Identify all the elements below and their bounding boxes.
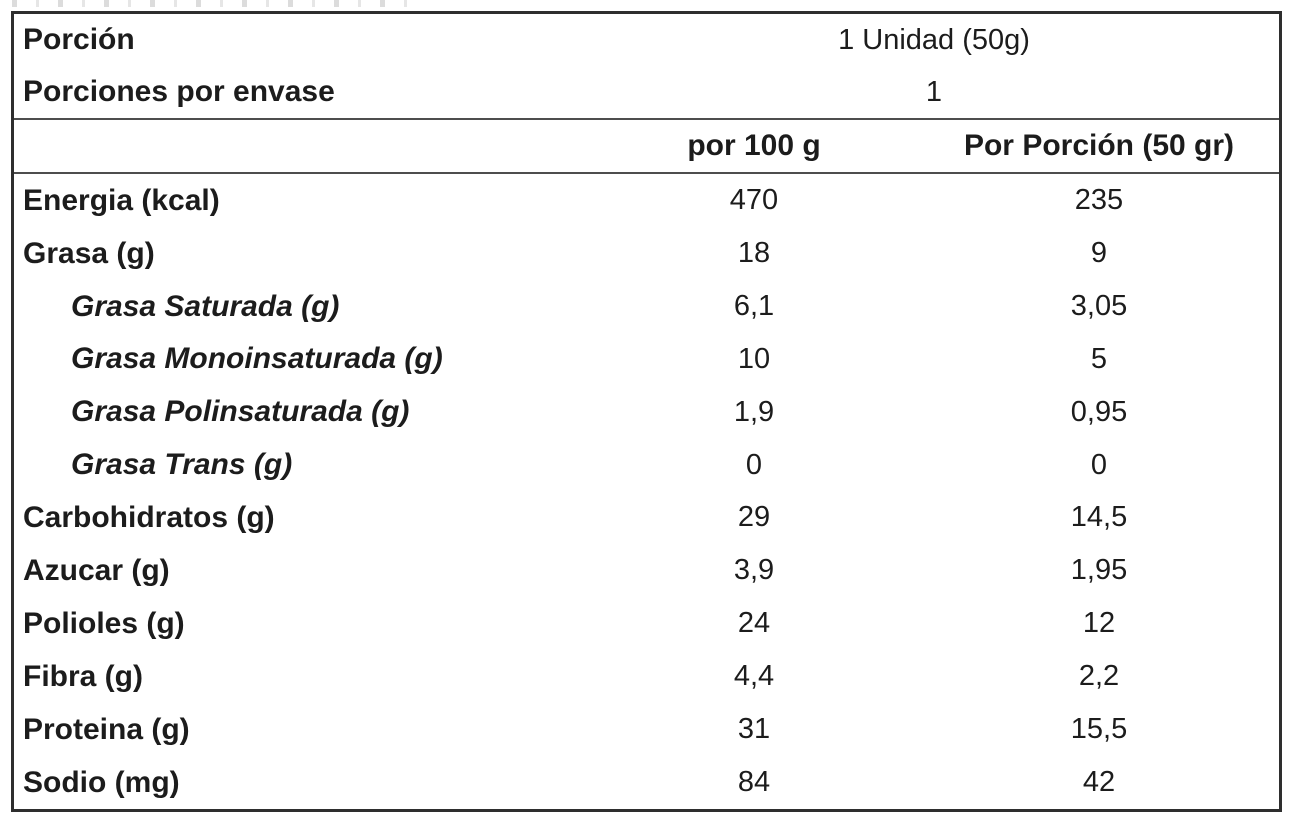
value-per-portion: 14,5 <box>1070 501 1128 534</box>
value-per-portion: 15,5 <box>1070 713 1128 746</box>
column-header-row: por 100 g Por Porción (50 gr) <box>14 120 1279 172</box>
table-row: Azucar (g) 3,9 1,95 <box>14 544 1279 597</box>
value-per-100g: 4,4 <box>733 660 775 693</box>
horizontal-divider <box>14 172 1279 174</box>
value-per-portion: 3,05 <box>1070 289 1128 322</box>
value-per-portion: 12 <box>1082 607 1116 640</box>
value-per-100g: 84 <box>737 766 771 799</box>
nutrient-label: Proteina (g) <box>23 712 190 746</box>
table-row: Grasa Polinsaturada (g) 1,9 0,95 <box>14 386 1279 439</box>
clipped-text-remnants <box>12 0 417 7</box>
table-row: Grasa Trans (g) 0 0 <box>14 439 1279 492</box>
serving-size-label: Porción <box>23 23 135 57</box>
nutrient-label: Grasa Saturada (g) <box>71 289 340 323</box>
nutrient-label: Grasa Polinsaturada (g) <box>71 395 410 429</box>
header-per-portion: Por Porción (50 gr) <box>963 129 1235 162</box>
nutrient-label: Carbohidratos (g) <box>23 501 275 535</box>
value-per-portion: 2,2 <box>1078 660 1120 693</box>
value-per-100g: 24 <box>737 607 771 640</box>
value-per-portion: 0,95 <box>1070 395 1128 428</box>
value-per-100g: 3,9 <box>733 554 775 587</box>
value-per-100g: 0 <box>745 448 763 481</box>
horizontal-divider <box>14 118 1279 120</box>
value-per-portion: 9 <box>1090 236 1108 269</box>
value-per-portion: 5 <box>1090 342 1108 375</box>
value-per-100g: 10 <box>737 342 771 375</box>
nutrient-label: Fibra (g) <box>23 660 143 693</box>
nutrient-label: Grasa Monoinsaturada (g) <box>71 342 443 376</box>
value-per-100g: 470 <box>729 183 779 216</box>
table-row: Porciones por envase 1 <box>14 66 1279 118</box>
header-per-100g: por 100 g <box>687 129 821 162</box>
nutrient-label: Azucar (g) <box>23 554 170 588</box>
servings-per-pack-value: 1 <box>925 75 943 108</box>
nutrition-facts-table: Porción 1 Unidad (50g) Porciones por env… <box>11 11 1282 812</box>
serving-size-value: 1 Unidad (50g) <box>838 23 1030 56</box>
value-per-portion: 42 <box>1082 766 1116 799</box>
value-per-100g: 18 <box>737 236 771 269</box>
nutrient-label: Polioles (g) <box>23 607 185 641</box>
value-per-100g: 1,9 <box>733 395 775 428</box>
table-row: Carbohidratos (g) 29 14,5 <box>14 492 1279 545</box>
nutrient-label: Sodio (mg) <box>23 765 180 799</box>
table-row: Fibra (g) 4,4 2,2 <box>14 650 1279 703</box>
table-row: Grasa (g) 18 9 <box>14 227 1279 280</box>
table-row: Grasa Monoinsaturada (g) 10 5 <box>14 333 1279 386</box>
value-per-portion: 235 <box>1074 183 1124 216</box>
table-row: Grasa Saturada (g) 6,1 3,05 <box>14 280 1279 333</box>
serving-info-section: Porción 1 Unidad (50g) Porciones por env… <box>14 14 1279 118</box>
nutrient-label: Energia (kcal) <box>23 183 220 217</box>
value-per-100g: 6,1 <box>733 289 775 322</box>
nutrient-rows-section: Energia (kcal) 470 235 Grasa (g) 18 9 Gr… <box>14 174 1279 809</box>
value-per-100g: 31 <box>737 713 771 746</box>
servings-per-pack-label: Porciones por envase <box>23 75 335 109</box>
table-row: Polioles (g) 24 12 <box>14 597 1279 650</box>
table-row: Energia (kcal) 470 235 <box>14 174 1279 227</box>
table-row: Sodio (mg) 84 42 <box>14 756 1279 809</box>
nutrient-label: Grasa (g) <box>23 236 155 270</box>
value-per-100g: 29 <box>737 501 771 534</box>
value-per-portion: 0 <box>1090 448 1108 481</box>
table-row: Porción 1 Unidad (50g) <box>14 14 1279 66</box>
table-row: Proteina (g) 31 15,5 <box>14 703 1279 756</box>
value-per-portion: 1,95 <box>1070 554 1128 587</box>
nutrient-label: Grasa Trans (g) <box>71 448 293 482</box>
